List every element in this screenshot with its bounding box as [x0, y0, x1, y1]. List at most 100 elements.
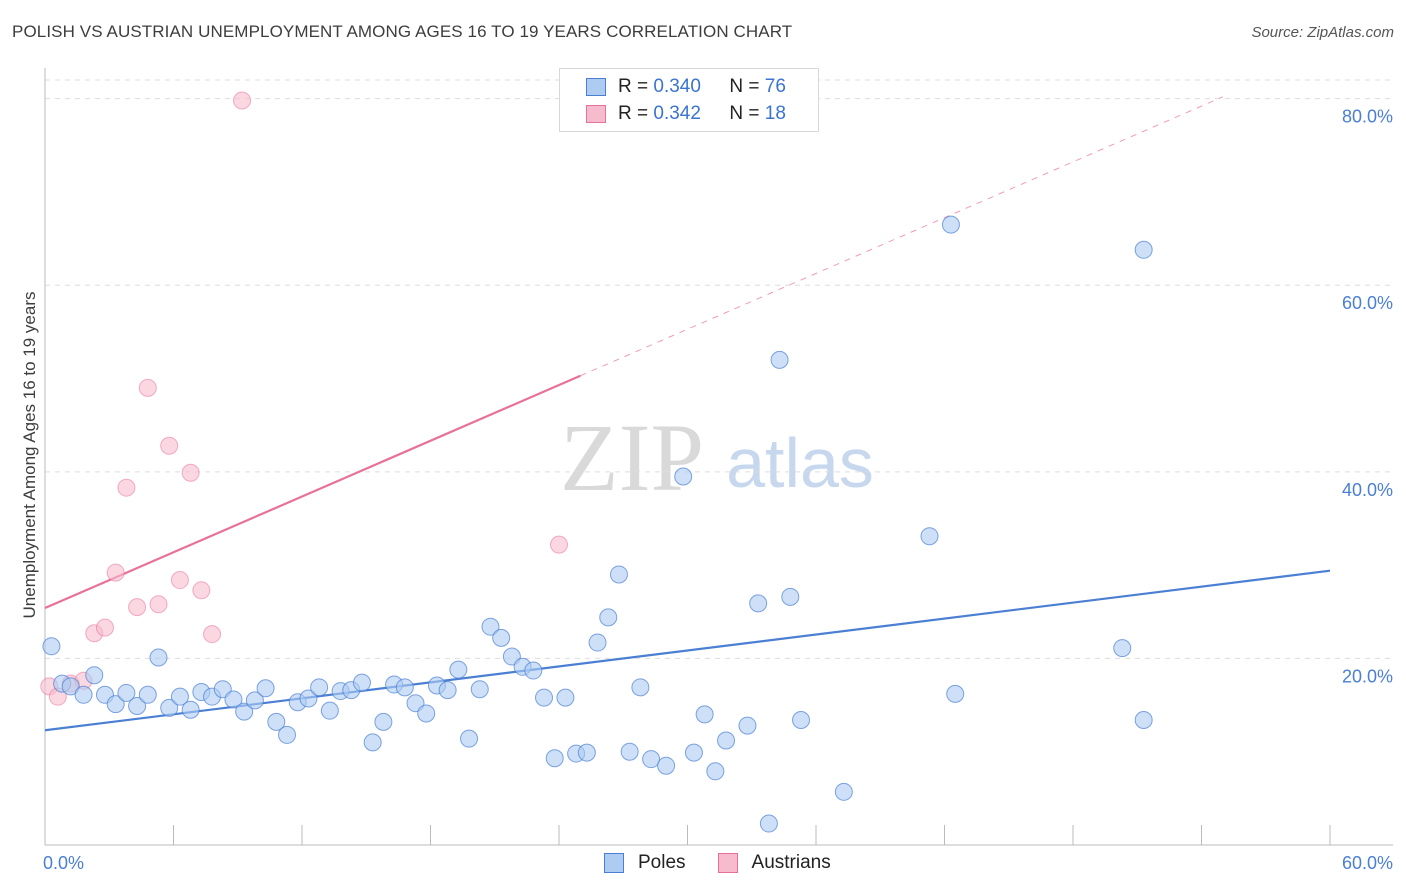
point-austrians: [192, 581, 211, 600]
point-austrians: [138, 378, 157, 397]
legend-row-austrians: R = 0.342 N = 18: [586, 101, 786, 127]
legend-item-austrians[interactable]: Austrians: [717, 852, 831, 874]
point-poles: [749, 594, 768, 613]
point-poles: [417, 704, 436, 723]
point-poles: [138, 685, 157, 704]
point-poles: [620, 742, 639, 761]
point-poles: [85, 666, 104, 685]
point-poles: [470, 680, 489, 699]
point-poles: [438, 681, 457, 700]
point-poles: [61, 677, 80, 696]
point-poles: [770, 350, 789, 369]
point-poles: [1113, 639, 1132, 658]
point-poles: [128, 696, 147, 715]
point-austrians: [203, 625, 222, 644]
legend-item-poles[interactable]: Poles: [604, 852, 686, 874]
point-poles: [706, 762, 725, 781]
legend: R = 0.340 N = 76 R = 0.342 N = 18: [559, 68, 819, 132]
point-poles: [1134, 240, 1153, 259]
point-poles: [695, 705, 714, 724]
point-poles: [717, 731, 736, 750]
point-poles: [481, 617, 500, 636]
x-tick-label: 0.0%: [43, 853, 84, 873]
point-poles: [170, 687, 189, 706]
point-poles: [524, 661, 543, 680]
point-poles: [657, 756, 676, 775]
point-austrians: [149, 595, 168, 614]
point-poles: [588, 633, 607, 652]
legend-swatch-austrians: [717, 853, 738, 873]
point-poles: [920, 527, 939, 546]
point-austrians: [170, 571, 189, 590]
y-tick-label: 40.0%: [1342, 480, 1393, 500]
point-poles: [577, 743, 596, 762]
point-poles: [609, 565, 628, 584]
point-poles: [149, 648, 168, 667]
y-tick-label: 60.0%: [1342, 293, 1393, 313]
legend-r-value: 0.342: [653, 103, 701, 124]
point-poles: [492, 628, 511, 647]
source-label: Source: ZipAtlas.com: [1251, 24, 1394, 41]
trendline-austrians: [44, 374, 581, 610]
point-poles: [684, 743, 703, 762]
point-poles: [449, 660, 468, 679]
point-austrians: [95, 618, 114, 637]
point-austrians: [128, 598, 147, 617]
point-austrians: [160, 436, 179, 455]
point-austrians: [233, 91, 252, 110]
point-poles: [941, 215, 960, 234]
point-austrians: [181, 463, 200, 482]
legend-r-label: R =: [618, 103, 649, 124]
point-poles: [946, 684, 965, 703]
legend-r-value: 0.340: [653, 76, 701, 97]
legend-label-poles: Poles: [638, 852, 686, 873]
point-poles: [352, 673, 371, 692]
point-austrians: [550, 535, 568, 554]
point-poles: [374, 712, 393, 731]
point-poles: [556, 688, 575, 707]
y-tick-label: 20.0%: [1342, 666, 1393, 686]
legend-n-label: N =: [729, 76, 760, 97]
point-poles: [535, 688, 554, 707]
x-tick-label: 60.0%: [1342, 853, 1393, 873]
point-poles: [834, 782, 853, 801]
point-poles: [460, 729, 479, 748]
point-poles: [224, 690, 243, 709]
point-poles: [781, 587, 800, 606]
point-poles: [117, 683, 136, 702]
point-poles: [74, 685, 93, 704]
point-poles: [245, 691, 264, 710]
watermark-atlas: atlas: [726, 424, 874, 502]
point-austrians: [106, 563, 125, 582]
watermark-zip: ZIP: [560, 404, 704, 511]
point-poles: [320, 701, 339, 720]
point-poles: [1134, 710, 1153, 729]
point-poles: [631, 678, 650, 697]
point-poles: [759, 814, 778, 833]
bottom-legend: Poles Austrians: [604, 852, 863, 874]
point-poles: [235, 702, 254, 721]
legend-row-poles: R = 0.340 N = 76: [586, 74, 786, 100]
point-poles: [674, 467, 693, 486]
legend-label-austrians: Austrians: [751, 852, 831, 873]
point-poles: [42, 637, 61, 656]
point-poles: [278, 725, 297, 744]
legend-swatch-austrians: [586, 105, 606, 123]
point-poles: [106, 695, 125, 714]
legend-n-value: 18: [764, 103, 786, 124]
trendline-austrians-extrapolated: [580, 96, 1224, 377]
point-poles: [642, 750, 661, 769]
point-poles: [256, 679, 275, 698]
chart-title: POLISH VS AUSTRIAN UNEMPLOYMENT AMONG AG…: [12, 22, 793, 41]
point-austrians: [117, 478, 136, 497]
point-poles: [363, 733, 382, 752]
legend-swatch-poles: [586, 78, 606, 96]
point-poles: [599, 608, 618, 627]
point-poles: [395, 678, 414, 697]
y-tick-label: 80.0%: [1342, 107, 1393, 127]
point-poles: [160, 698, 179, 717]
legend-swatch-poles: [604, 853, 624, 873]
point-poles: [545, 749, 564, 768]
legend-n-value: 76: [764, 76, 786, 97]
point-poles: [310, 678, 329, 697]
